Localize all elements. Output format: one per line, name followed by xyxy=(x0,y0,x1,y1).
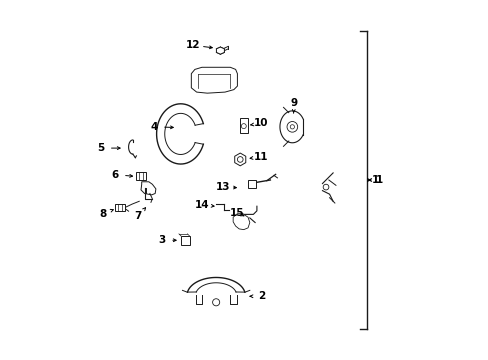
Text: 2: 2 xyxy=(257,291,264,301)
Polygon shape xyxy=(233,214,249,230)
Bar xyxy=(115,204,124,211)
Circle shape xyxy=(241,123,246,129)
Text: 1: 1 xyxy=(371,175,379,185)
Circle shape xyxy=(286,122,297,132)
Bar xyxy=(181,236,189,244)
Text: 12: 12 xyxy=(185,40,200,50)
Text: 8: 8 xyxy=(99,209,106,219)
Text: 6: 6 xyxy=(111,170,119,180)
Polygon shape xyxy=(234,153,245,166)
Circle shape xyxy=(237,157,243,162)
Text: 15: 15 xyxy=(229,208,244,217)
Text: 14: 14 xyxy=(194,200,209,210)
Text: 1: 1 xyxy=(375,175,382,185)
Text: 10: 10 xyxy=(254,118,268,128)
Circle shape xyxy=(290,125,294,129)
Text: 13: 13 xyxy=(216,182,230,192)
Text: 5: 5 xyxy=(97,143,104,153)
Text: 9: 9 xyxy=(290,98,297,108)
Bar xyxy=(239,118,247,133)
Text: 4: 4 xyxy=(150,122,158,132)
Polygon shape xyxy=(141,182,156,195)
Polygon shape xyxy=(216,47,224,54)
Circle shape xyxy=(212,299,219,306)
Text: 3: 3 xyxy=(158,235,165,245)
Bar xyxy=(136,172,145,180)
Bar xyxy=(247,180,255,188)
Text: 11: 11 xyxy=(254,152,268,162)
Circle shape xyxy=(323,184,328,190)
Polygon shape xyxy=(191,67,237,93)
Text: 7: 7 xyxy=(134,211,142,221)
